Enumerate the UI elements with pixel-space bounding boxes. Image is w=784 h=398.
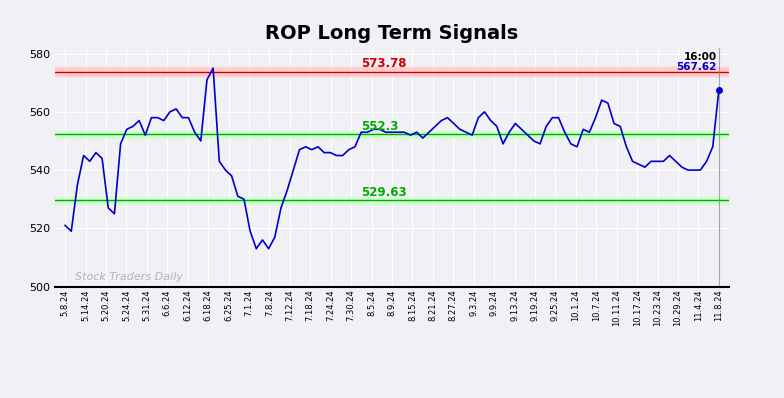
Bar (55, 67, 729, 76)
Text: 552.3: 552.3 (361, 120, 399, 133)
Text: 16:00: 16:00 (684, 52, 717, 62)
Bar (55, 131, 729, 138)
Text: Stock Traders Daily: Stock Traders Daily (75, 272, 183, 282)
Bar (55, 197, 729, 204)
Text: 567.62: 567.62 (677, 62, 717, 72)
Title: ROP Long Term Signals: ROP Long Term Signals (265, 24, 519, 43)
Text: 529.63: 529.63 (361, 186, 407, 199)
Text: 573.78: 573.78 (361, 57, 407, 70)
